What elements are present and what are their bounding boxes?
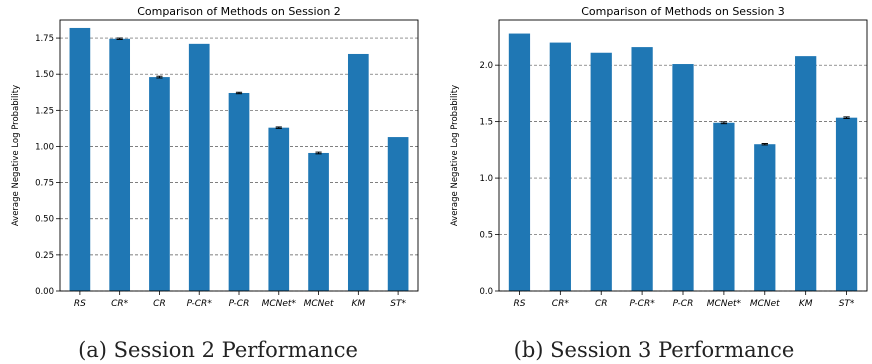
x-tick-label: MCNet: [750, 299, 780, 309]
x-tick-label: P-CR*: [187, 299, 213, 309]
chart-title: Comparison of Methods on Session 2: [137, 5, 341, 18]
bar-cr-star: [109, 38, 131, 291]
x-tick-label: P-CR: [673, 299, 694, 309]
y-axis-label: Average Negative Log Probability: [450, 85, 460, 226]
bar-p-cr-star: [188, 43, 210, 292]
bar-cr: [590, 52, 612, 291]
x-tick-label: RS: [74, 299, 86, 309]
bar-st-star: [387, 137, 409, 291]
y-tick-label: 1.5: [479, 118, 493, 128]
bar-mcnet: [754, 144, 776, 291]
x-tick-label: KM: [799, 299, 813, 309]
bar-p-cr: [672, 64, 694, 291]
y-tick-label: 0.5: [479, 231, 493, 241]
chart-panel-session-2: Comparison of Methods on Session 2 0.00 0.…: [11, 5, 419, 362]
bar-km: [347, 53, 369, 291]
y-tick-label: 1.0: [479, 174, 493, 184]
chart-panel-session-3: Comparison of Methods on Session 3 0.0 0.5…: [436, 0, 872, 364]
bar-chart-session-3: Comparison of Methods on Session 3 0.0 0.5…: [450, 5, 868, 309]
bar-cr-star: [549, 42, 571, 292]
figure-caption-b: (b) Session 3 Performance: [513, 338, 795, 362]
x-tick-label: P-CR*: [629, 299, 655, 309]
bar-mcnet: [308, 152, 329, 291]
y-tick-label: 0.0: [479, 287, 493, 297]
bar-rs: [69, 27, 91, 291]
figure-caption-a: (a) Session 2 Performance: [78, 338, 358, 362]
chart-title: Comparison of Methods on Session 3: [581, 5, 785, 18]
bar-cr: [149, 77, 170, 291]
x-tick-label: MCNet: [304, 299, 334, 309]
y-tick-label: 1.50: [35, 70, 54, 80]
bar-mcnet-star: [713, 122, 735, 291]
y-tick-label: 0.25: [35, 251, 54, 261]
bar-st-star: [835, 117, 858, 292]
bar-rs: [508, 33, 531, 292]
x-tick-label: MCNet*: [262, 299, 297, 309]
y-tick-label: 0.75: [35, 179, 54, 189]
plot-frame: [59, 19, 419, 292]
plot-frame: [498, 19, 868, 292]
bar-km: [795, 56, 817, 292]
bar-chart-session-2: Comparison of Methods on Session 2 0.00 0.…: [11, 5, 419, 309]
y-axis-label: Average Negative Log Probability: [11, 85, 21, 226]
x-tick-label: RS: [513, 299, 525, 309]
x-tick-label: KM: [351, 299, 365, 309]
bar-p-cr-star: [631, 47, 653, 291]
y-tick-label: 0.50: [35, 215, 54, 225]
x-tick-label: ST*: [839, 299, 855, 309]
y-tick-label: 1.25: [35, 106, 54, 116]
y-tick-label: 2.0: [479, 61, 493, 71]
x-tick-label: ST*: [390, 299, 406, 309]
bar-mcnet-star: [268, 127, 290, 291]
x-tick-label: CR*: [111, 299, 129, 309]
bar-p-cr: [228, 92, 250, 291]
x-tick-label: MCNet*: [707, 299, 742, 309]
y-tick-label: 1.75: [35, 34, 54, 44]
x-tick-label: CR: [595, 299, 608, 309]
x-tick-label: CR*: [552, 299, 570, 309]
y-tick-label: 0.00: [35, 287, 54, 297]
x-tick-label: CR: [153, 299, 166, 309]
y-tick-label: 1.00: [35, 142, 54, 152]
x-tick-label: P-CR: [229, 299, 250, 309]
